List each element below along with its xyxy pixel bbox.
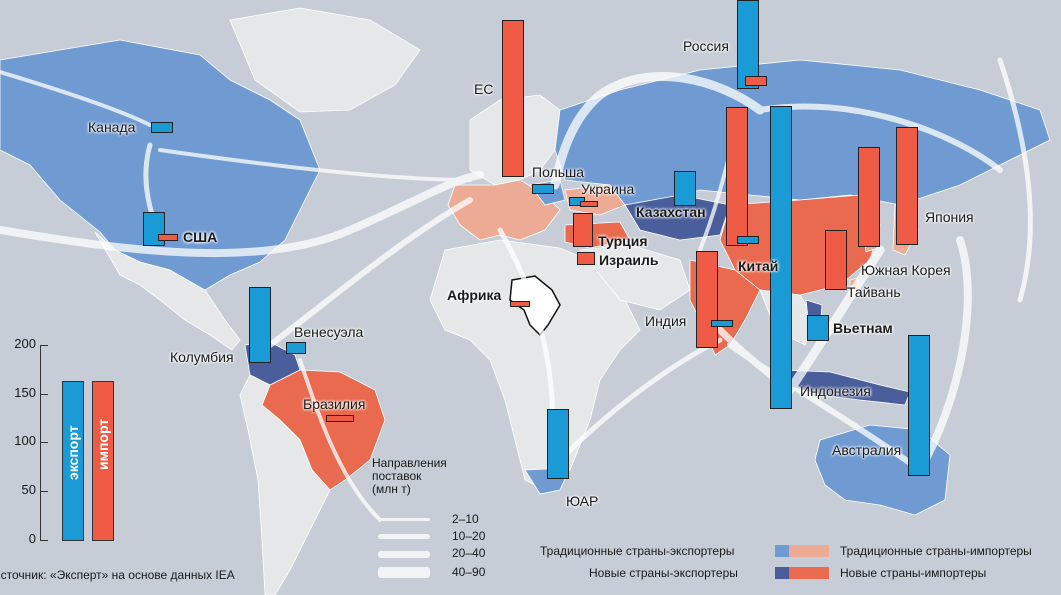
label-india: Индия bbox=[645, 313, 687, 329]
flow-label-2-10: 2–10 bbox=[452, 512, 479, 526]
label-colombia: Колумбия bbox=[170, 349, 234, 365]
label-vietnam: Вьетнам bbox=[833, 320, 893, 336]
flow-arrows bbox=[0, 57, 1033, 522]
taiwan-import-bar bbox=[825, 230, 847, 290]
usa-import-bar bbox=[158, 234, 178, 241]
turkey-import-bar bbox=[573, 213, 593, 247]
legend-traditional-importers-label: Традиционные страны-импортеры bbox=[840, 544, 1032, 558]
scale-tick-150: 150 bbox=[14, 385, 36, 400]
label-south-africa: ЮАР bbox=[566, 493, 599, 509]
canada-usa bbox=[0, 39, 321, 291]
scale-tick-line-100 bbox=[40, 442, 48, 443]
scale-tick-line-150 bbox=[40, 394, 48, 395]
scale-tick-200: 200 bbox=[14, 336, 36, 351]
africa-import-bar bbox=[510, 301, 530, 307]
label-canada: Канада bbox=[88, 119, 136, 135]
india-import-bar bbox=[696, 251, 718, 348]
south-africa-export-bar bbox=[547, 409, 569, 479]
flow-label-20-40: 20–40 bbox=[452, 546, 486, 560]
flows-title: Направления поставок (млн т) bbox=[372, 456, 447, 496]
label-russia: Россия bbox=[683, 38, 729, 54]
legend-new-exporters-label: Новые страны-экспортеры bbox=[589, 566, 738, 580]
ukraine-import-bar bbox=[580, 201, 598, 207]
label-venezuela: Венесуэла bbox=[294, 324, 364, 340]
colombia-export-bar bbox=[249, 287, 271, 363]
scale-tick-100: 100 bbox=[14, 433, 36, 448]
south-america-west bbox=[239, 374, 331, 595]
legend-new-importers-label: Новые страны-импортеры bbox=[840, 566, 987, 580]
russia-export-bar bbox=[737, 0, 759, 89]
scale-tick-line-0 bbox=[40, 540, 48, 541]
label-israel: Израиль bbox=[599, 252, 659, 268]
kazakhstan-export-bar bbox=[674, 171, 696, 206]
poland-export-bar bbox=[532, 184, 554, 194]
scale-import-label: импорт bbox=[95, 418, 111, 470]
legend-new-importers-swatch bbox=[789, 567, 829, 579]
india-export-bar bbox=[711, 320, 733, 327]
israel-import-bar bbox=[577, 252, 595, 265]
flow-label-10-20: 10–20 bbox=[452, 529, 486, 543]
flow-label-40-90: 40–90 bbox=[452, 565, 486, 579]
label-usa: США bbox=[183, 229, 218, 245]
flow-line-40-90 bbox=[378, 567, 430, 578]
source-note: Источник: «Эксперт» на основе данных IEA bbox=[0, 568, 235, 582]
scale-tick-line-200 bbox=[40, 345, 48, 346]
label-poland: Польша bbox=[532, 164, 585, 180]
china-import-bar bbox=[726, 107, 748, 246]
scale-tick-line-50 bbox=[40, 491, 48, 492]
venezuela-export-bar bbox=[286, 342, 306, 354]
legend-traditional-exporters-label: Традиционные страны-экспортеры bbox=[540, 544, 735, 558]
brazil-import-bar bbox=[326, 415, 354, 422]
legend-traditional-importers-swatch bbox=[789, 545, 829, 557]
scale-tick-50: 50 bbox=[21, 482, 36, 497]
russia-import-bar bbox=[745, 76, 767, 86]
mexico-central-america bbox=[94, 231, 241, 351]
eu bbox=[447, 179, 561, 241]
scale-export-bar bbox=[62, 381, 84, 541]
south-korea-import-bar bbox=[858, 147, 880, 247]
canada-export-bar bbox=[151, 122, 173, 133]
label-eu: ЕС bbox=[474, 81, 494, 97]
label-turkey: Турция bbox=[598, 233, 648, 249]
australia-export-bar bbox=[908, 335, 930, 476]
label-indonesia: Индонезия bbox=[800, 383, 871, 399]
eu-import-bar bbox=[502, 20, 524, 177]
vietnam-export-bar bbox=[807, 315, 829, 341]
label-china: Китай bbox=[738, 258, 779, 274]
indonesia-export-bar bbox=[770, 106, 792, 409]
ukraine bbox=[564, 184, 626, 216]
greenland bbox=[229, 7, 421, 113]
japan-import-bar bbox=[896, 127, 918, 245]
flow-line-10-20 bbox=[378, 534, 430, 539]
scale-tick-0: 0 bbox=[28, 531, 36, 546]
label-brazil: Бразилия bbox=[303, 396, 366, 412]
china-export-bar bbox=[737, 236, 759, 244]
label-japan: Япония bbox=[925, 209, 974, 225]
label-africa: Африка bbox=[447, 287, 502, 303]
label-south-korea: Южная Корея bbox=[861, 262, 951, 278]
flow-line-20-40 bbox=[378, 551, 430, 558]
scale-export-label: экспорт bbox=[65, 425, 81, 480]
label-taiwan: Тайвань bbox=[847, 284, 901, 300]
middle-east bbox=[579, 244, 691, 311]
label-ukraine: Украина bbox=[581, 181, 635, 197]
label-kazakhstan: Казахстан bbox=[636, 204, 706, 220]
scale-axis bbox=[40, 345, 41, 541]
scale-import-bar bbox=[92, 381, 114, 541]
flow-line-2-10 bbox=[378, 518, 430, 521]
label-australia: Австралия bbox=[832, 442, 902, 458]
